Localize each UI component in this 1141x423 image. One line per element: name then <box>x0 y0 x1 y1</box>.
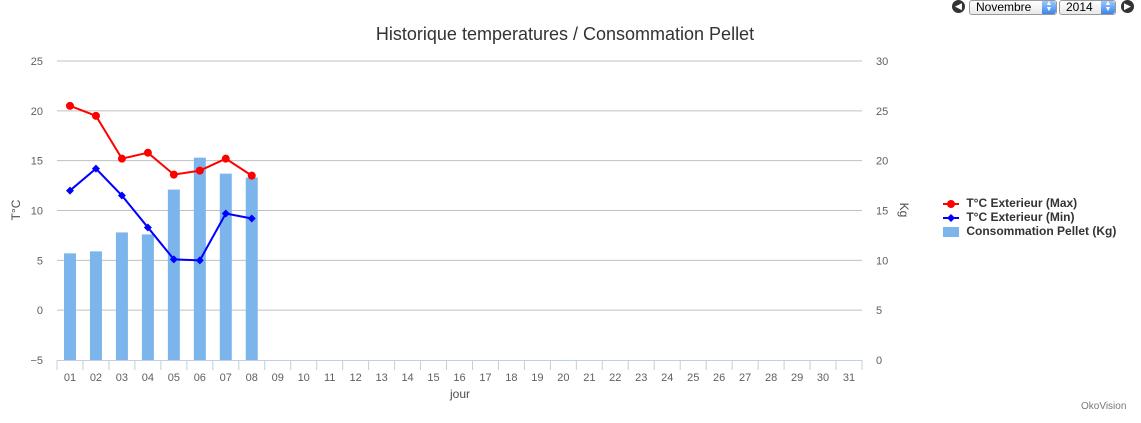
point-min <box>221 209 230 218</box>
point-max <box>169 170 178 179</box>
x-tick-label: 15 <box>427 372 439 384</box>
bar-pellet <box>141 234 154 360</box>
prev-month-button[interactable]: ◀ <box>952 0 965 13</box>
year-select[interactable]: 2014 ▲ ▼ <box>1059 0 1116 15</box>
x-tick-label: 24 <box>661 372 673 384</box>
line-min <box>69 167 252 262</box>
point-min <box>169 255 178 264</box>
select-arrows-icon: ▲ ▼ <box>1042 0 1056 14</box>
month-select[interactable]: Novembre ▲ ▼ <box>969 0 1057 15</box>
y2-axis-title: Kg <box>897 203 911 218</box>
x-tick-label: 22 <box>609 372 621 384</box>
next-month-button[interactable]: ▶ <box>1121 0 1134 13</box>
y2-tick-label: 5 <box>876 305 882 317</box>
line-max <box>69 104 253 177</box>
x-tick-label: 06 <box>194 372 206 384</box>
y2-tick-label: 20 <box>876 156 888 168</box>
select-arrows-icon: ▲ ▼ <box>1101 0 1115 14</box>
point-min <box>247 214 256 223</box>
point-min <box>195 256 204 265</box>
x-tick-label: 04 <box>142 372 154 384</box>
point-max <box>117 154 126 163</box>
x-tick-label: 14 <box>401 372 413 384</box>
legend-item-pellet[interactable]: Consommation Pellet (Kg) <box>943 224 1116 238</box>
x-tick-label: 19 <box>531 372 543 384</box>
point-max <box>247 171 256 180</box>
y2-tick-label: 25 <box>876 106 888 118</box>
bar-pellet <box>89 251 102 360</box>
arrow-left-icon: ◀ <box>955 1 962 11</box>
legend-label: T°C Exterieur (Max) <box>966 196 1078 210</box>
y2-tick-label: 10 <box>876 255 888 267</box>
y-tick-label: −5 <box>30 355 43 367</box>
legend-label: Consommation Pellet (Kg) <box>966 224 1117 238</box>
point-max <box>195 166 204 175</box>
bar-pellet <box>115 232 128 360</box>
bar-pellet <box>219 173 232 360</box>
x-tick-label: 21 <box>583 372 595 384</box>
point-min <box>91 164 100 173</box>
legend-item-min[interactable]: T°C Exterieur (Min) <box>943 210 1074 224</box>
y-tick-label: 0 <box>37 305 43 317</box>
y-tick-label: 20 <box>31 106 43 118</box>
point-max <box>221 154 230 163</box>
arrow-right-icon: ▶ <box>1124 1 1131 11</box>
x-tick-label: 29 <box>791 372 803 384</box>
x-tick-label: 23 <box>635 372 647 384</box>
x-tick-label: 25 <box>687 372 699 384</box>
x-tick-label: 01 <box>64 372 76 384</box>
point-max <box>65 101 74 110</box>
y-tick-label: 10 <box>31 206 43 218</box>
x-tick-label: 09 <box>272 372 284 384</box>
y2-tick-label: 30 <box>876 56 888 68</box>
y2-tick-label: 15 <box>876 206 888 218</box>
y-tick-label: 25 <box>31 56 43 68</box>
x-tick-label: 07 <box>220 372 232 384</box>
y2-tick-label: 0 <box>876 355 882 367</box>
y-axis-title: T°C <box>9 199 23 220</box>
chart-title: Historique temperatures / Consommation P… <box>376 24 754 44</box>
x-tick-label: 03 <box>116 372 128 384</box>
x-tick-label: 26 <box>713 372 725 384</box>
x-axis-title: jour <box>449 387 470 401</box>
x-tick-label: 11 <box>324 372 335 384</box>
year-value: 2014 <box>1066 0 1093 14</box>
y-tick-label: 5 <box>37 255 43 267</box>
point-max <box>143 148 152 157</box>
x-tick-label: 13 <box>375 372 387 384</box>
x-tick-label: 27 <box>739 372 751 384</box>
bar-pellet <box>245 177 258 360</box>
x-tick-label: 31 <box>843 372 855 384</box>
point-max <box>91 111 100 120</box>
credit-link[interactable]: OkoVision <box>1081 401 1127 412</box>
x-tick-label: 10 <box>298 372 310 384</box>
month-value: Novembre <box>976 0 1032 14</box>
x-tick-label: 20 <box>557 372 569 384</box>
legend-item-max[interactable]: T°C Exterieur (Max) <box>943 196 1077 210</box>
point-min <box>143 223 152 232</box>
x-tick-label: 17 <box>479 372 491 384</box>
x-tick-label: 16 <box>453 372 465 384</box>
point-min <box>65 186 74 195</box>
point-min <box>117 191 126 200</box>
bar-pellet <box>167 189 180 360</box>
x-tick-label: 30 <box>817 372 829 384</box>
x-tick-label: 18 <box>505 372 517 384</box>
x-tick-label: 05 <box>168 372 180 384</box>
x-tick-label: 02 <box>90 372 102 384</box>
legend-label: T°C Exterieur (Min) <box>966 210 1075 224</box>
x-tick-label: 12 <box>350 372 362 384</box>
y-tick-label: 15 <box>31 156 43 168</box>
x-tick-label: 28 <box>765 372 777 384</box>
x-tick-label: 08 <box>246 372 258 384</box>
bar-pellet <box>63 253 76 360</box>
